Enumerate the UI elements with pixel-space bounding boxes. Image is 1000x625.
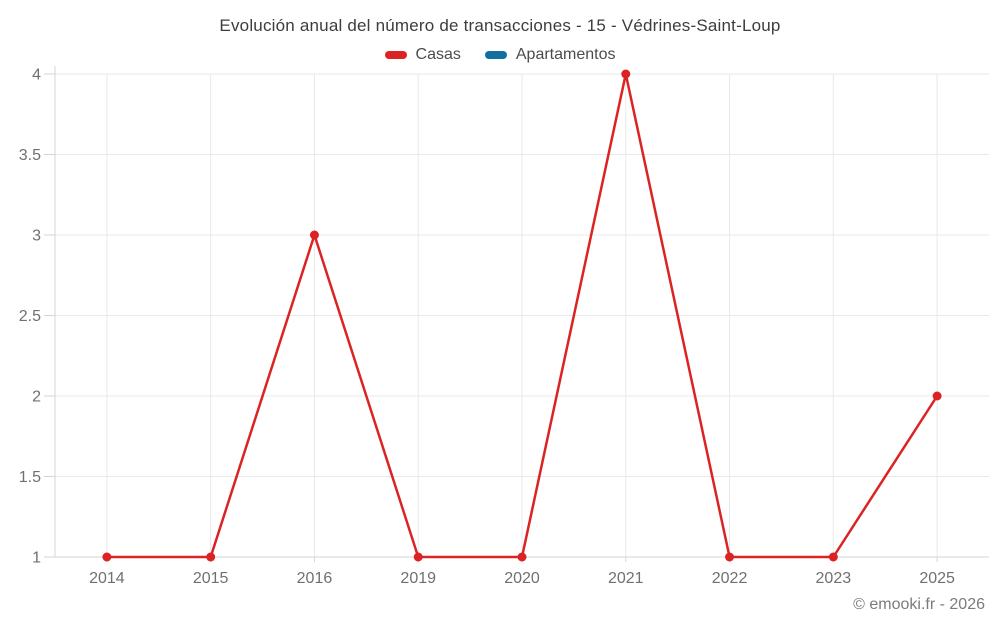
apartamentos-series-swatch-icon bbox=[484, 51, 507, 59]
x-axis-label: 2022 bbox=[712, 570, 748, 587]
legend-label-casas: Casas bbox=[415, 46, 461, 63]
y-axis-label: 1.5 bbox=[19, 469, 41, 486]
x-axis-label: 2019 bbox=[400, 570, 436, 587]
data-point-casas-2022[interactable] bbox=[725, 552, 735, 562]
data-point-casas-2023[interactable] bbox=[828, 552, 838, 562]
x-axis-label: 2014 bbox=[89, 570, 125, 587]
legend-item-casas[interactable]: Casas bbox=[384, 46, 461, 64]
y-axis-label: 2 bbox=[32, 389, 41, 406]
data-point-casas-2021[interactable] bbox=[621, 69, 631, 79]
legend-label-apartamentos: Apartamentos bbox=[515, 46, 616, 63]
y-axis-label: 2.5 bbox=[19, 308, 41, 325]
x-axis-label: 2015 bbox=[193, 570, 229, 587]
x-axis-label: 2020 bbox=[504, 570, 540, 587]
x-axis-label: 2021 bbox=[608, 570, 644, 587]
y-axis-label: 3.5 bbox=[19, 147, 41, 164]
y-axis-label: 1 bbox=[32, 550, 41, 567]
x-axis-label: 2023 bbox=[816, 570, 852, 587]
x-axis-label: 2016 bbox=[297, 570, 333, 587]
data-point-casas-2020[interactable] bbox=[517, 552, 527, 562]
x-axis-label: 2025 bbox=[919, 570, 955, 587]
copyright-footer: © emooki.fr - 2026 bbox=[853, 596, 985, 613]
legend: Casas Apartamentos bbox=[0, 46, 1000, 64]
data-point-casas-2025[interactable] bbox=[932, 391, 942, 401]
data-point-casas-2015[interactable] bbox=[206, 552, 216, 562]
y-axis-label: 4 bbox=[32, 67, 41, 84]
data-point-casas-2014[interactable] bbox=[102, 552, 112, 562]
data-point-casas-2019[interactable] bbox=[413, 552, 423, 562]
chart-title: Evolución anual del número de transaccio… bbox=[219, 16, 781, 35]
casas-series-swatch-icon bbox=[384, 51, 407, 59]
legend-item-apartamentos[interactable]: Apartamentos bbox=[484, 46, 616, 64]
data-point-casas-2016[interactable] bbox=[309, 230, 319, 240]
y-axis-label: 3 bbox=[32, 228, 41, 245]
